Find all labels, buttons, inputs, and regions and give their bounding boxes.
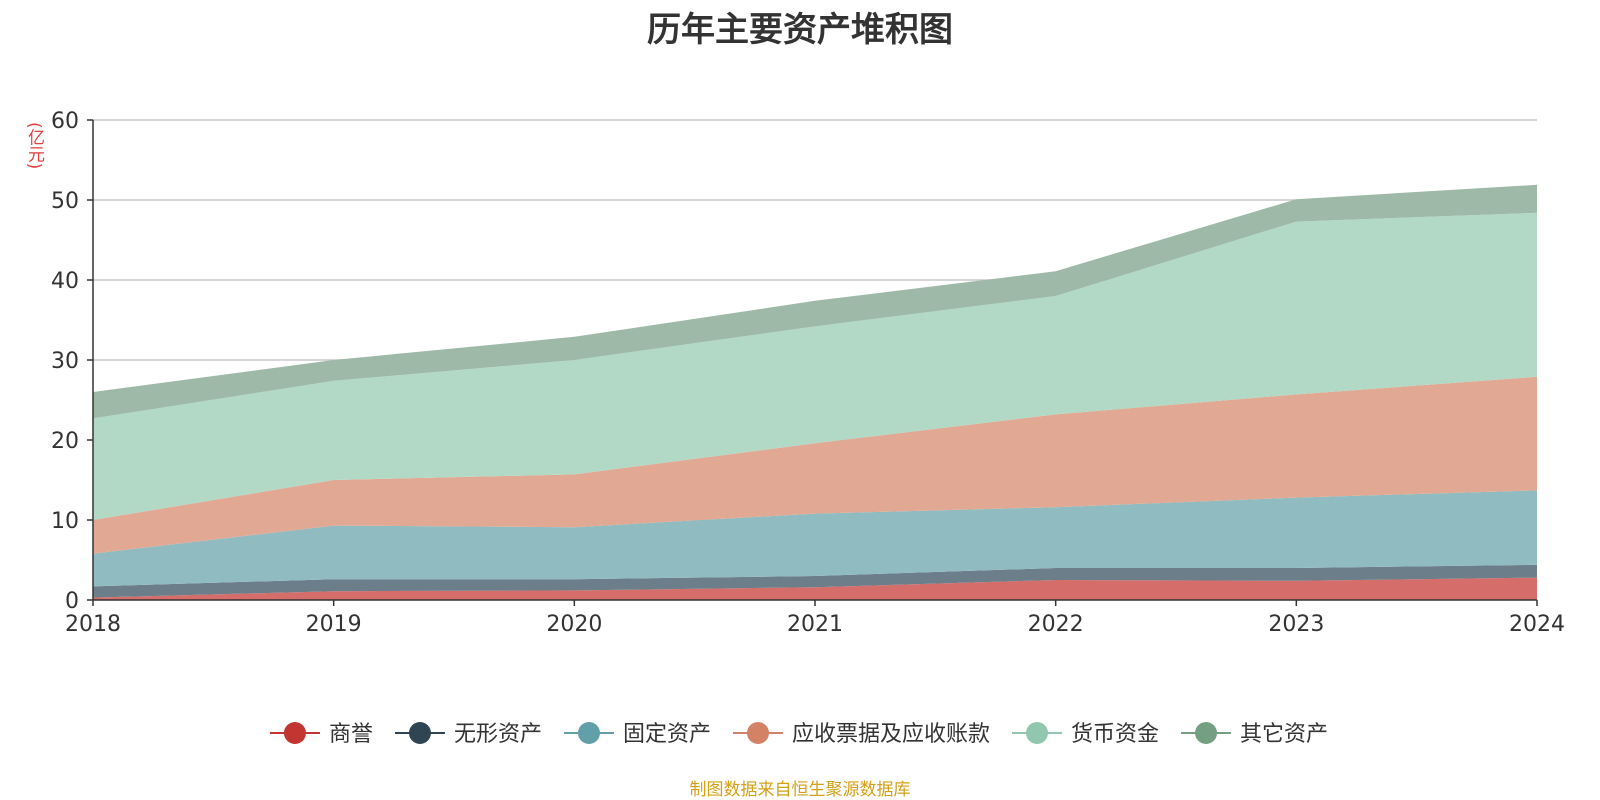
- legend-item[interactable]: 商誉: [269, 722, 373, 747]
- x-tick-label: 2019: [306, 612, 362, 637]
- y-tick-label: 10: [51, 509, 79, 534]
- area-series[interactable]: [93, 212, 1537, 521]
- data-source-note: 制图数据来自恒生聚源数据库: [689, 780, 911, 800]
- legend-label: 商誉: [329, 722, 373, 747]
- area-series[interactable]: [93, 490, 1537, 587]
- y-tick-label: 40: [51, 269, 79, 294]
- area-series[interactable]: [93, 564, 1537, 598]
- legend-item[interactable]: 无形资产: [394, 722, 542, 747]
- legend-label: 其它资产: [1240, 722, 1328, 747]
- y-tick-label: 20: [51, 429, 79, 454]
- legend[interactable]: 商誉 无形资产 固定资产 应收票据及应收账款 货币资金 其它资产: [269, 722, 1328, 747]
- y-tick-label: 50: [51, 189, 79, 214]
- x-tick-label: 2024: [1509, 612, 1565, 637]
- y-tick-label: 60: [51, 109, 79, 134]
- legend-label: 货币资金: [1071, 722, 1159, 747]
- y-tick-label: 30: [51, 349, 79, 374]
- legend-item[interactable]: 货币资金: [1012, 722, 1159, 747]
- x-tick-label: 2022: [1028, 612, 1084, 637]
- legend-label: 无形资产: [454, 722, 542, 747]
- area-series[interactable]: [93, 376, 1537, 554]
- area-series-layer: [93, 184, 1537, 600]
- y-tick-label: 0: [65, 589, 79, 614]
- legend-label: 应收票据及应收账款: [792, 722, 990, 747]
- area-series[interactable]: [93, 184, 1537, 419]
- legend-item[interactable]: 固定资产: [563, 722, 711, 747]
- x-tick-label: 2021: [787, 612, 843, 637]
- legend-circle-marker: [283, 722, 306, 744]
- x-tick-label: 2023: [1268, 612, 1324, 637]
- x-tick-label: 2020: [546, 612, 602, 637]
- y-axis-unit-label: (亿元): [24, 122, 44, 170]
- area-series[interactable]: [93, 577, 1537, 600]
- axes: 0 10 20 30 40 50 60 2018 2019 2020 2021 2022 2023 202…: [51, 109, 1565, 637]
- legend-circle-marker: [408, 722, 431, 744]
- legend-circle-marker: [1026, 722, 1049, 744]
- legend-circle-marker: [577, 722, 600, 744]
- chart-title: 历年主要资产堆积图: [647, 10, 953, 50]
- legend-circle-marker: [747, 722, 769, 744]
- legend-item[interactable]: 其它资产: [1181, 722, 1328, 747]
- x-tick-label: 2018: [65, 612, 121, 637]
- legend-item[interactable]: 应收票据及应收账款: [733, 722, 990, 747]
- legend-circle-marker: [1195, 722, 1218, 744]
- legend-label: 固定资产: [623, 722, 711, 747]
